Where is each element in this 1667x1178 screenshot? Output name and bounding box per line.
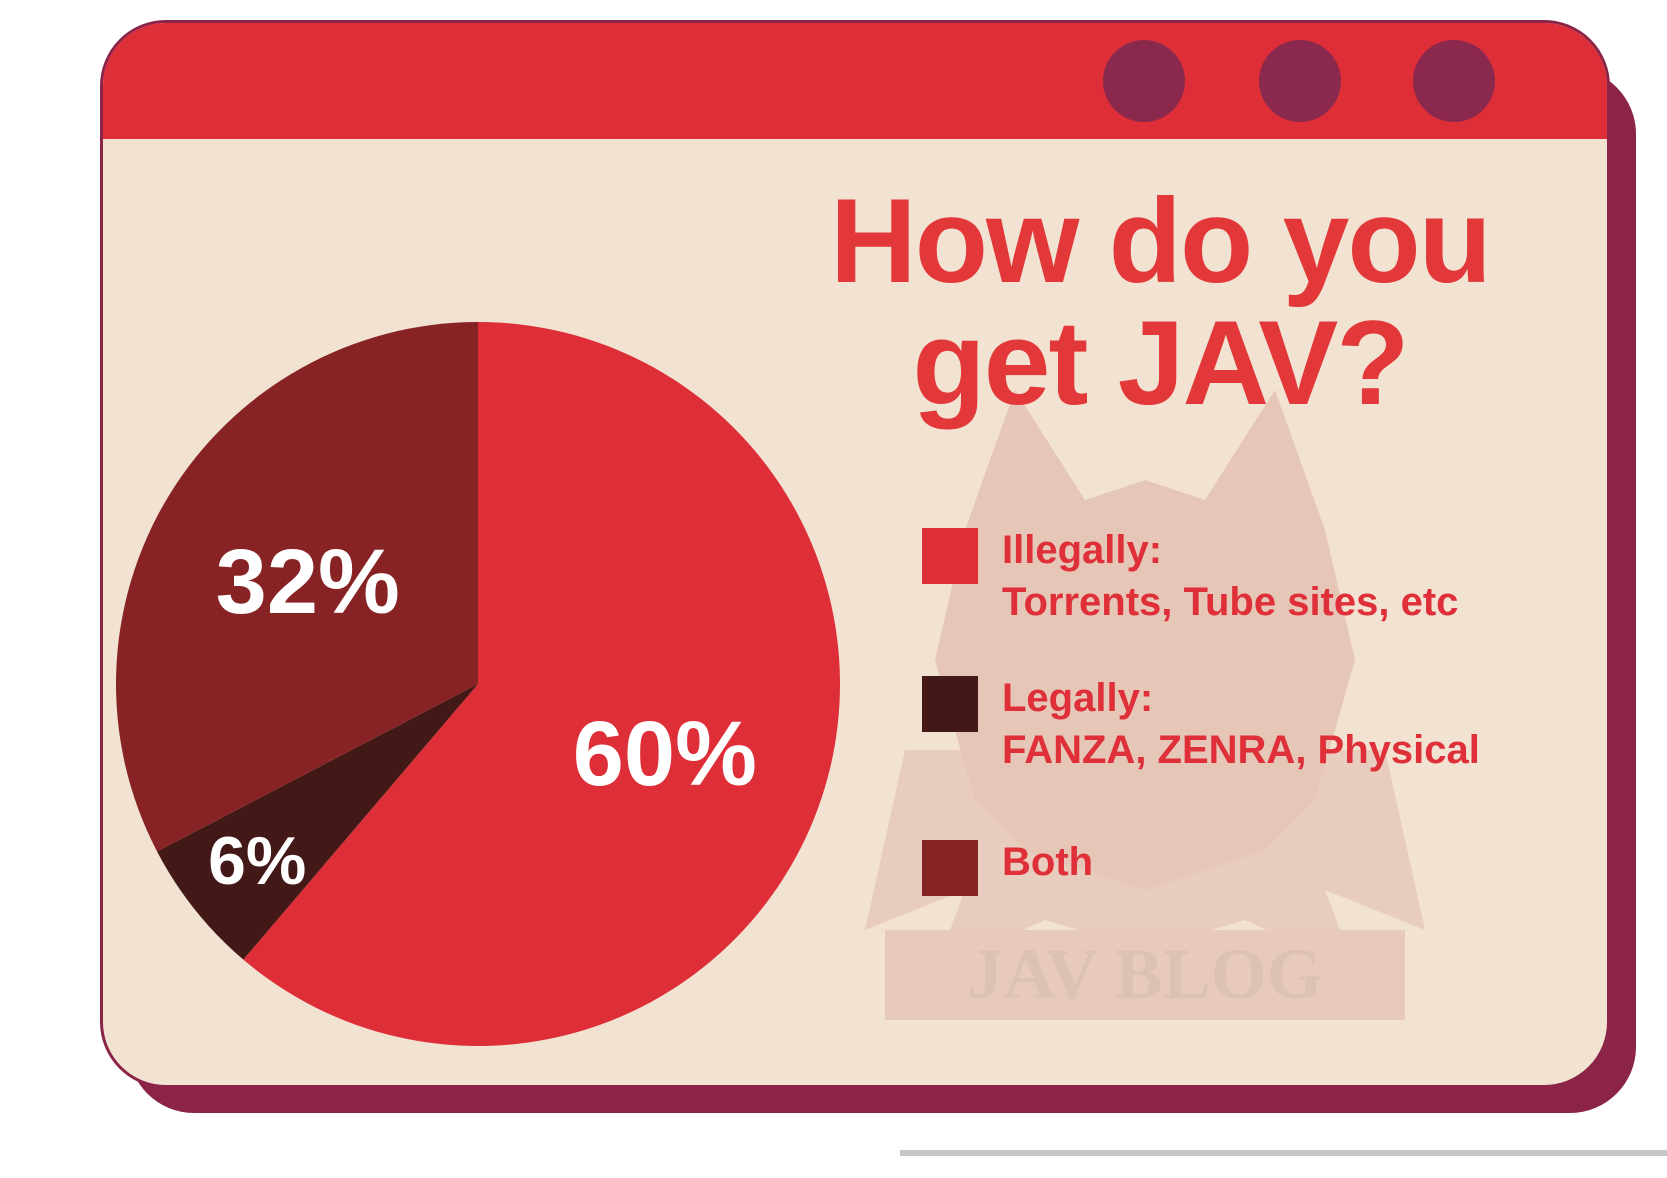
pie-label-illegally: 60% xyxy=(573,703,757,805)
titlebar xyxy=(103,23,1607,139)
window-dot-1[interactable] xyxy=(1103,40,1185,122)
legend-label-both: Both xyxy=(1002,840,1094,884)
legend-sublabel-legally: FANZA, ZENRA, Physical xyxy=(1002,728,1480,772)
window-dot-3[interactable] xyxy=(1413,40,1495,122)
pie-label-legally: 6% xyxy=(208,823,306,899)
pie-slice-both xyxy=(116,322,478,852)
chart-title-line-2: get JAV? xyxy=(912,296,1409,430)
legend-label-legally: Legally: xyxy=(1002,676,1154,720)
legend-sublabel-illegally: Torrents, Tube sites, etc xyxy=(1002,580,1459,624)
pie-slice-illegally xyxy=(243,322,841,1046)
window-dot-2[interactable] xyxy=(1259,40,1341,122)
pie-label-both: 32% xyxy=(216,531,400,633)
chart-title: How do you get JAV? xyxy=(820,180,1500,424)
footer-rule xyxy=(900,1150,1667,1156)
legend-swatch-both xyxy=(922,840,978,896)
pie-slice-legally xyxy=(157,684,478,960)
chart-title-line-1: How do you xyxy=(830,174,1492,308)
legend-swatch-illegally xyxy=(922,528,978,584)
legend-label-illegally: Illegally: xyxy=(1002,528,1163,572)
legend-swatch-legally xyxy=(922,676,978,732)
